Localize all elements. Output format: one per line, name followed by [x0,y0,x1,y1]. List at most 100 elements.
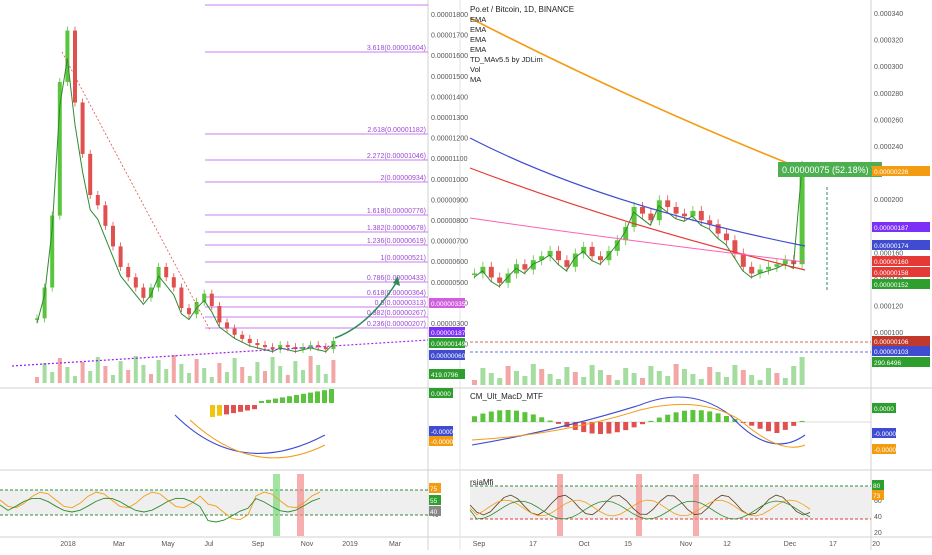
left-price-tag: 0.00000187 [431,330,466,337]
right-candle-body [488,266,494,278]
right-y-tick-label: 0.000340 [874,11,903,18]
right-candle-body [690,210,696,217]
change-label: 0.00000075 (52.18%) 75 [782,165,881,175]
right-legend-item: Vol [470,65,481,74]
right-rsi-tick: 40 [874,514,882,521]
left-candle-body [187,308,191,315]
right-x-tick-label: 17 [829,541,837,548]
right-macd-bar [606,422,612,434]
left-macd-bar [294,395,299,403]
ema-blue-line [469,137,806,247]
right-macd-bar [682,410,687,422]
right-macd-bar [724,415,729,422]
left-candle-body [171,277,176,288]
right-macd-bar [665,414,671,422]
ema-pink-line [469,217,806,263]
right-price-tag: 0.00000160 [874,259,909,266]
left-macd-bar [273,398,278,403]
right-legend-item: Po.et / Bitcoin, 1D, BINANCE [470,5,574,14]
left-y-tick-label: 0.00001500 [431,74,468,81]
right-price-tag: 0.00000174 [874,243,909,250]
right-volume-bar [556,379,561,385]
left-y-tick-label: 0.00001400 [431,94,468,101]
right-macd-bar [631,422,637,428]
left-x-tick-label: Mar [389,541,402,548]
right-volume-bar [766,368,771,385]
right-macd-bar [505,410,511,422]
right-legend-item: TD_MAv5.5 by JDLim [470,55,543,64]
left-rsi-line-orange [0,491,321,521]
right-candle-body [589,246,595,257]
left-price-tag-box [429,350,465,360]
left-candle-body [118,246,123,267]
left-candle-body [278,345,283,350]
left-candle-body [301,347,305,350]
left-volume-bar [156,360,161,383]
right-y-tick-label: 0.000200 [874,197,903,204]
left-macd-tag: -0.0000 [431,439,453,446]
left-projection-arrow [334,279,399,339]
left-volume-bar [171,355,176,383]
left-macd-bar [280,397,285,403]
left-rsi-line-green [0,497,321,523]
left-arrow-head [393,276,400,286]
left-volume-bar [179,364,184,383]
right-candle-body [598,256,603,261]
left-x-tick-label: Jul [205,541,214,548]
right-macd-bar [799,420,805,422]
left-y-tick-label: 0.00000300 [431,321,468,328]
left-volume-bar [42,363,47,383]
right-volume-bar [480,368,486,385]
left-macd-bar [224,405,229,415]
right-macd-tag-box [872,428,896,438]
right-macd-bar [480,413,486,422]
right-y-tick-label: 0.000100 [874,330,903,337]
right-legend-item: EMA [470,15,486,24]
left-volume-bar [95,357,100,383]
right-candle-body [715,224,721,234]
right-price-tag: 0.00000106 [874,339,909,346]
right-x-tick-label: Dec [784,541,797,548]
right-macd-tag-box [872,403,896,413]
left-rsi-tag-box [429,483,441,493]
left-macd-bar [245,405,250,411]
left-candle-body [179,287,184,309]
right-macd-bar [598,422,603,434]
right-macd-bar [623,422,629,431]
right-y-tick-label: 0.000260 [874,117,903,124]
right-volume-bar [665,376,671,385]
left-volume-bar [73,376,77,383]
right-volume-bar [572,372,578,385]
right-rsi-tag: 73 [873,493,881,500]
right-macd-bar [698,410,704,422]
left-candle-body [126,266,131,278]
right-candle-body [623,226,629,241]
left-candle-body [65,30,70,82]
left-candle-body [308,345,313,348]
right-rsi-highlight-red [693,474,699,536]
right-volume-bar [656,371,662,385]
fib-label: 2.618(0.00001182) [367,127,426,134]
right-candle-body [472,273,477,275]
right-macd-bar [690,410,696,422]
left-rsi-band [0,490,428,515]
right-candle-body [707,220,713,225]
right-macd-bar [656,417,662,422]
right-volume-bar [598,370,603,385]
right-rsi-line-brown [469,494,811,516]
left-trendline [11,339,429,367]
left-volume-bar [187,373,191,383]
right-candle-body [480,266,486,274]
fib-label: 2.272(0.00001046) [367,153,426,160]
left-y-tick-label: 0.00001200 [431,136,468,143]
right-volume-bar [732,365,738,385]
right-macd-bar [589,422,595,434]
left-candle-body [270,347,275,350]
left-y-tick-label: 0.00001300 [431,115,468,122]
left-candle-body [111,225,115,247]
right-macd-bar [564,422,570,428]
left-candle-body [263,345,267,348]
left-candle-body [202,293,207,302]
fib-label: 1.618(0.00000776) [367,208,426,215]
right-candle-body [505,273,511,283]
